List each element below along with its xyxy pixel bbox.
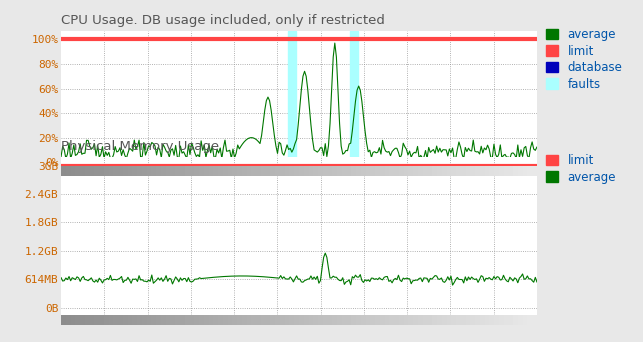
Text: CPU Usage. DB usage included, only if restricted: CPU Usage. DB usage included, only if re… bbox=[61, 14, 385, 27]
Text: Physical Memory Usage: Physical Memory Usage bbox=[61, 140, 219, 153]
Bar bbox=[350, 31, 358, 166]
Legend: average, limit, database, faults: average, limit, database, faults bbox=[547, 28, 622, 91]
Legend: limit, average: limit, average bbox=[547, 154, 616, 184]
Bar bbox=[288, 31, 296, 166]
